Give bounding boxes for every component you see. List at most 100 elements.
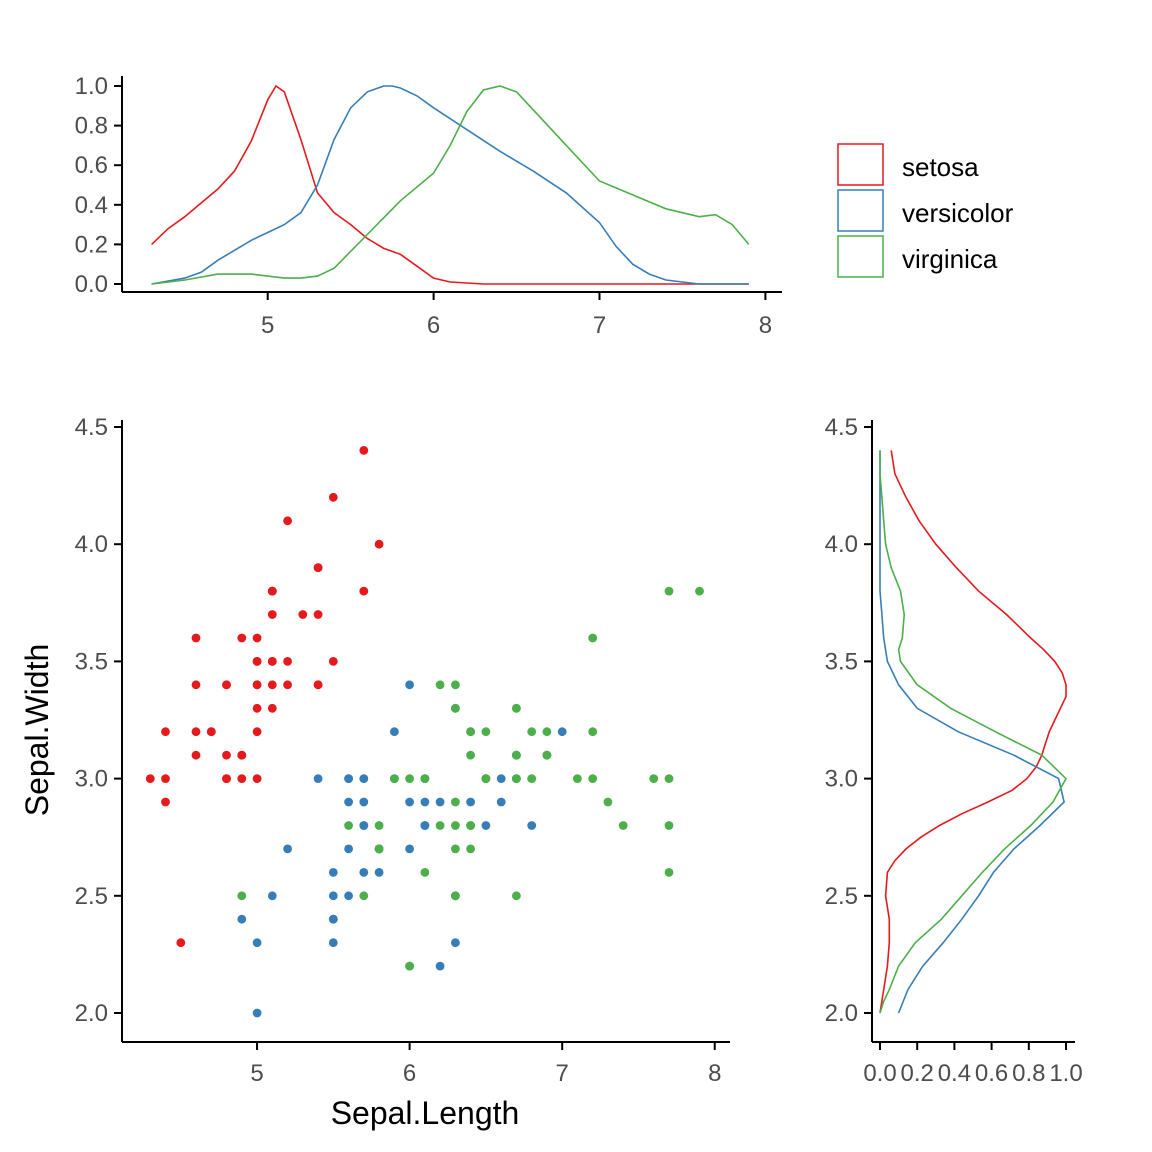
- scatter-point-virginica: [451, 844, 460, 854]
- top-y-tick-label: 1.0: [75, 73, 108, 100]
- top-y-tick-label: 0.8: [75, 113, 108, 140]
- scatter-point-versicolor: [481, 821, 491, 830]
- right-density-curve-versicolor: [879, 450, 1065, 1014]
- main-x-tick-label: 8: [708, 1060, 721, 1087]
- scatter-point-setosa: [313, 563, 323, 572]
- scatter-point-versicolor: [374, 868, 384, 877]
- main-x-tick-label: 7: [555, 1060, 568, 1087]
- scatter-point-virginica: [466, 844, 475, 854]
- scatter-point-virginica: [588, 727, 598, 737]
- scatter-point-versicolor: [435, 797, 445, 807]
- scatter-point-versicolor: [344, 844, 353, 854]
- scatter-point-versicolor: [328, 891, 338, 901]
- scatter-point-versicolor: [420, 797, 430, 807]
- y-axis-title: Sepal.Width: [19, 644, 55, 817]
- scatter-point-setosa: [237, 774, 247, 783]
- scatter-point-virginica: [374, 844, 384, 854]
- scatter-point-versicolor: [328, 868, 338, 877]
- scatter-point-versicolor: [313, 774, 323, 783]
- scatter-point-virginica: [451, 891, 460, 901]
- top-x-tick-label: 5: [261, 312, 274, 339]
- scatter-point-setosa: [283, 516, 292, 526]
- x-axis-title: Sepal.Length: [331, 1095, 520, 1131]
- top-y-tick-label: 0.4: [75, 192, 108, 219]
- scatter-point-virginica: [588, 633, 598, 643]
- scatter-point-setosa: [176, 938, 186, 948]
- scatter-point-setosa: [191, 633, 201, 643]
- scatter-point-virginica: [512, 750, 521, 760]
- scatter-point-virginica: [542, 727, 552, 737]
- right-y-tick-label: 4.0: [825, 531, 858, 558]
- scatter-point-versicolor: [344, 891, 353, 901]
- right-x-tick-label: 0.2: [901, 1060, 934, 1087]
- right-x-tick-label: 0.6: [975, 1060, 1008, 1087]
- main-scatter-panel: 2.0 2.5 3.0 3.5 4.0 4.5 5 6 7 8: [75, 414, 730, 1087]
- top-x-tick-label: 6: [427, 312, 440, 339]
- right-x-tick-label: 0.0: [863, 1060, 896, 1087]
- scatter-point-versicolor: [359, 868, 369, 877]
- legend-key-setosa: [837, 143, 884, 186]
- scatter-point-virginica: [664, 868, 674, 877]
- right-y-tick-label: 4.5: [825, 414, 858, 441]
- scatter-point-versicolor: [527, 821, 537, 830]
- scatter-point-versicolor: [328, 914, 338, 924]
- scatter-point-setosa: [237, 633, 247, 643]
- scatter-point-virginica: [405, 961, 414, 971]
- right-y-tick-label: 3.5: [825, 648, 858, 675]
- scatter-point-setosa: [161, 797, 170, 807]
- scatter-point-virginica: [344, 821, 353, 830]
- scatter-point-virginica: [451, 797, 460, 807]
- scatter-point-versicolor: [435, 961, 445, 971]
- scatter-point-versicolor: [557, 727, 567, 737]
- scatter-point-setosa: [252, 727, 262, 737]
- scatter-point-virginica: [512, 774, 521, 783]
- scatter-point-virginica: [618, 821, 628, 830]
- legend-label-virginica: virginica: [902, 244, 998, 274]
- right-x-tick-label: 0.8: [1012, 1060, 1045, 1087]
- scatter-point-versicolor: [359, 774, 369, 783]
- scatter-point-setosa: [359, 446, 369, 455]
- legend-key-virginica: [837, 235, 884, 278]
- scatter-point-setosa: [161, 774, 170, 783]
- scatter-point-virginica: [420, 774, 430, 783]
- scatter-point-virginica: [451, 821, 460, 830]
- scatter-point-setosa: [222, 774, 231, 783]
- top-x-tick-label: 8: [759, 312, 772, 339]
- top-density-panel: 0.0 0.2 0.4 0.6 0.8 1.0 5 6 7 8: [75, 73, 782, 339]
- scatter-point-virginica: [359, 891, 369, 901]
- top-y-tick-label: 0.0: [75, 271, 108, 298]
- scatter-point-virginica: [451, 680, 460, 690]
- scatter-point-virginica: [451, 703, 460, 713]
- scatter-point-setosa: [222, 750, 231, 760]
- right-density-curve-virginica: [879, 450, 1067, 1014]
- main-y-tick-label: 2.5: [75, 883, 108, 910]
- right-x-tick-label: 1.0: [1049, 1060, 1082, 1087]
- right-y-tick-label: 2.5: [825, 883, 858, 910]
- scatter-point-versicolor: [252, 1008, 262, 1018]
- scatter-point-setosa: [283, 680, 292, 690]
- scatter-point-versicolor: [267, 891, 277, 901]
- top-density-curve-virginica: [151, 85, 750, 285]
- scatter-point-virginica: [420, 868, 430, 877]
- scatter-point-versicolor: [496, 797, 506, 807]
- scatter-point-setosa: [222, 680, 231, 690]
- main-y-tick-label: 3.0: [75, 766, 108, 793]
- scatter-point-setosa: [161, 727, 170, 737]
- scatter-point-setosa: [267, 657, 277, 666]
- scatter-point-versicolor: [405, 844, 414, 854]
- main-y-tick-label: 4.0: [75, 531, 108, 558]
- scatter-point-virginica: [512, 891, 521, 901]
- scatter-point-virginica: [405, 774, 414, 783]
- legend-key-versicolor: [837, 189, 884, 232]
- right-y-tick-label: 2.0: [825, 1000, 858, 1027]
- scatter-point-versicolor: [252, 938, 262, 948]
- scatter-point-setosa: [252, 774, 262, 783]
- scatter-point-virginica: [466, 727, 475, 737]
- main-y-tick-label: 3.5: [75, 648, 108, 675]
- main-x-tick-label: 5: [250, 1060, 263, 1087]
- main-y-tick-label: 2.0: [75, 1000, 108, 1027]
- scatter-point-setosa: [252, 680, 262, 690]
- scatter-point-virginica: [466, 821, 475, 830]
- scatter-point-versicolor: [237, 914, 247, 924]
- main-y-tick-label: 4.5: [75, 414, 108, 441]
